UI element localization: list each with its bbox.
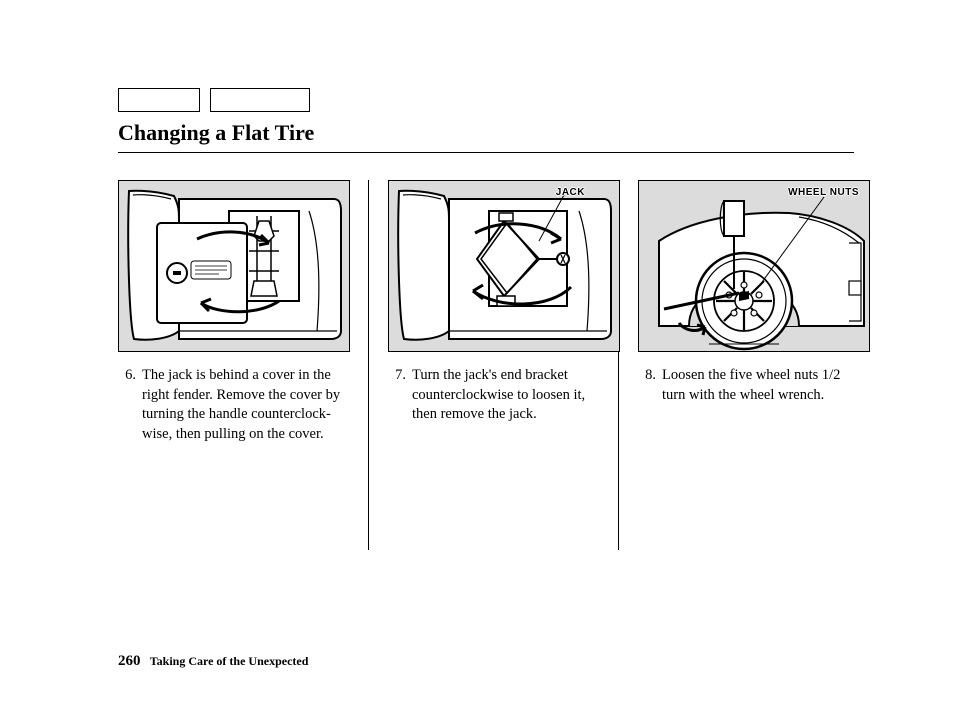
column-1: 6. The jack is behind a cover in the rig…: [118, 180, 368, 550]
section-name: Taking Care of the Unexpected: [150, 654, 309, 668]
step-6: 6. The jack is behind a cover in the rig…: [118, 366, 348, 444]
column-3: WHEEL NUTS: [618, 180, 868, 550]
step-number: 6.: [118, 366, 136, 444]
step-number: 8.: [638, 366, 656, 405]
column-2: JACK: [368, 180, 618, 550]
step-text: Loosen the five wheel nuts 1/2 turn with…: [662, 366, 848, 405]
manual-page: Changing a Flat Tire: [0, 0, 954, 710]
page-title: Changing a Flat Tire: [118, 120, 854, 153]
column-wrap: 6. The jack is behind a cover in the rig…: [118, 180, 868, 550]
figure-2-svg: [389, 181, 619, 351]
figure-3-svg: [639, 181, 869, 351]
columns: 6. The jack is behind a cover in the rig…: [118, 180, 874, 550]
step-8: 8. Loosen the five wheel nuts 1/2 turn w…: [638, 366, 848, 405]
page-footer: 260 Taking Care of the Unexpected: [118, 653, 308, 670]
figure-1: [118, 180, 350, 352]
step-7: 7. Turn the jack's end bracket countercl…: [388, 366, 598, 425]
figure-3: WHEEL NUTS: [638, 180, 870, 352]
step-text: The jack is behind a cover in the right …: [142, 366, 348, 444]
header-box-2: [210, 88, 310, 112]
header-box-1: [118, 88, 200, 112]
figure-1-svg: [119, 181, 349, 351]
step-text: Turn the jack's end bracket counterclock…: [412, 366, 598, 425]
header-boxes: [118, 88, 310, 112]
figure-2: JACK: [388, 180, 620, 352]
figure-2-label: JACK: [556, 187, 585, 198]
step-number: 7.: [388, 366, 406, 425]
page-number: 260: [118, 653, 141, 669]
figure-3-label: WHEEL NUTS: [788, 187, 859, 198]
